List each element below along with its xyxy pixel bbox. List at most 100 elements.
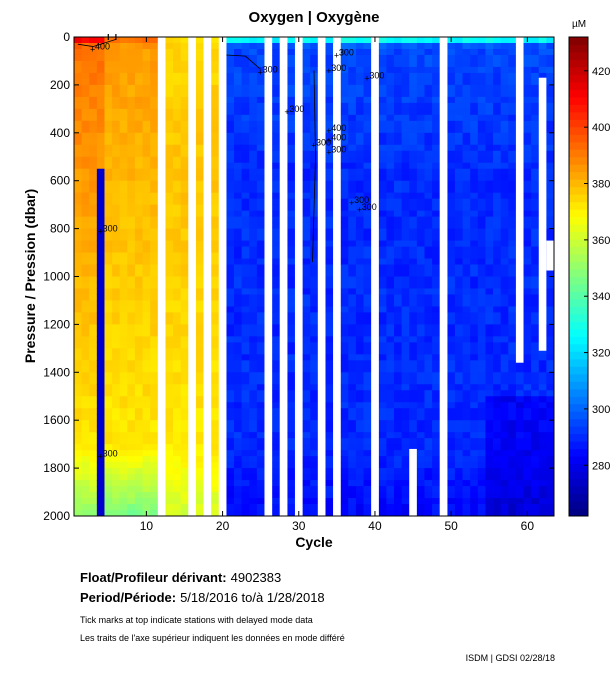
heatmap-cell bbox=[340, 312, 349, 319]
heatmap-cell bbox=[340, 444, 349, 451]
heatmap-cell bbox=[81, 270, 90, 277]
heatmap-cell bbox=[325, 96, 334, 104]
heatmap-cell bbox=[249, 480, 258, 487]
heatmap-cell bbox=[447, 372, 456, 379]
heatmap-cell bbox=[477, 264, 486, 271]
heatmap-cell bbox=[454, 378, 463, 385]
heatmap-cell bbox=[241, 504, 250, 511]
heatmap-cell bbox=[112, 258, 121, 265]
heatmap-cell bbox=[355, 444, 364, 451]
heatmap-cell bbox=[127, 78, 136, 86]
heatmap-cell bbox=[287, 270, 296, 277]
heatmap-cell bbox=[150, 186, 159, 194]
heatmap-cell bbox=[432, 60, 441, 68]
heatmap-cell bbox=[173, 360, 182, 367]
heatmap-cell bbox=[424, 444, 433, 451]
heatmap-cell bbox=[234, 318, 243, 325]
heatmap-cell bbox=[424, 420, 433, 427]
heatmap-cell bbox=[234, 37, 243, 44]
heatmap-cell bbox=[355, 66, 364, 74]
heatmap-cell bbox=[150, 414, 159, 421]
heatmap-cell bbox=[226, 42, 235, 50]
heatmap-cell bbox=[355, 186, 364, 194]
heatmap-cell bbox=[142, 336, 151, 343]
heatmap-cell bbox=[477, 342, 486, 349]
heatmap-cell bbox=[340, 114, 349, 122]
heatmap-cell bbox=[515, 378, 524, 385]
heatmap-cell bbox=[325, 186, 334, 194]
heatmap-cell bbox=[401, 264, 410, 271]
heatmap-cell bbox=[546, 492, 555, 499]
float-value: 4902383 bbox=[230, 570, 282, 585]
heatmap-cell bbox=[89, 54, 98, 62]
heatmap-cell bbox=[195, 300, 204, 307]
heatmap-cell bbox=[325, 456, 334, 463]
heatmap-cell bbox=[310, 66, 319, 74]
heatmap-cell bbox=[96, 270, 105, 277]
heatmap-cell bbox=[378, 156, 387, 164]
heatmap-cell bbox=[272, 54, 281, 62]
heatmap-cell bbox=[500, 510, 509, 517]
heatmap-cell bbox=[416, 306, 425, 313]
heatmap-cell bbox=[249, 474, 258, 481]
heatmap-cell bbox=[523, 294, 532, 301]
heatmap-cell bbox=[74, 342, 83, 349]
heatmap-cell bbox=[546, 96, 555, 104]
heatmap-cell bbox=[493, 102, 502, 110]
heatmap-cell bbox=[127, 348, 136, 355]
heatmap-cell bbox=[173, 282, 182, 289]
heatmap-cell bbox=[287, 108, 296, 116]
heatmap-cell bbox=[256, 192, 265, 200]
heatmap-cell bbox=[355, 138, 364, 146]
heatmap-cell bbox=[272, 270, 281, 277]
heatmap-cell bbox=[394, 384, 403, 391]
heatmap-cell bbox=[226, 258, 235, 265]
heatmap-cell bbox=[508, 270, 517, 277]
heatmap-cell bbox=[104, 37, 113, 44]
heatmap-cell bbox=[287, 402, 296, 409]
heatmap-cell bbox=[424, 270, 433, 277]
colorbar-step bbox=[569, 231, 588, 240]
heatmap-cell bbox=[119, 318, 128, 325]
heatmap-cell bbox=[150, 444, 159, 451]
heatmap-cell bbox=[310, 420, 319, 427]
heatmap-cell bbox=[462, 294, 471, 301]
delayed-mode-tick-marks bbox=[107, 34, 117, 40]
heatmap-cell bbox=[454, 336, 463, 343]
heatmap-cell bbox=[241, 120, 250, 128]
heatmap-cell bbox=[531, 420, 540, 427]
heatmap-cell bbox=[310, 54, 319, 62]
heatmap-cell bbox=[127, 276, 136, 283]
heatmap-cell bbox=[454, 354, 463, 361]
heatmap-cell bbox=[500, 66, 509, 74]
heatmap-cell bbox=[173, 324, 182, 331]
heatmap-cell bbox=[173, 126, 182, 134]
colorbar-step bbox=[569, 209, 588, 218]
heatmap-cell bbox=[394, 54, 403, 62]
heatmap-cell bbox=[416, 198, 425, 206]
heatmap-cell bbox=[493, 96, 502, 104]
heatmap-cell bbox=[454, 348, 463, 355]
heatmap-cell bbox=[447, 162, 456, 170]
heatmap-cell bbox=[74, 168, 83, 176]
heatmap-cell bbox=[462, 162, 471, 170]
heatmap-cell bbox=[500, 450, 509, 457]
heatmap-cell bbox=[531, 492, 540, 499]
heatmap-cell bbox=[74, 240, 83, 247]
heatmap-cell bbox=[378, 168, 387, 176]
heatmap-cell bbox=[378, 306, 387, 313]
heatmap-cell bbox=[112, 486, 121, 493]
heatmap-cell bbox=[477, 192, 486, 200]
heatmap-cell bbox=[355, 216, 364, 224]
heatmap-cell bbox=[348, 228, 357, 235]
heatmap-cell bbox=[531, 468, 540, 475]
heatmap-cell bbox=[325, 60, 334, 68]
heatmap-cell bbox=[462, 438, 471, 445]
heatmap-cell bbox=[234, 168, 243, 176]
heatmap-cell bbox=[462, 102, 471, 110]
heatmap-cell bbox=[211, 156, 220, 164]
heatmap-cell bbox=[96, 480, 105, 487]
heatmap-cell bbox=[500, 138, 509, 146]
heatmap-cell bbox=[325, 462, 334, 469]
heatmap-cell bbox=[195, 510, 204, 517]
